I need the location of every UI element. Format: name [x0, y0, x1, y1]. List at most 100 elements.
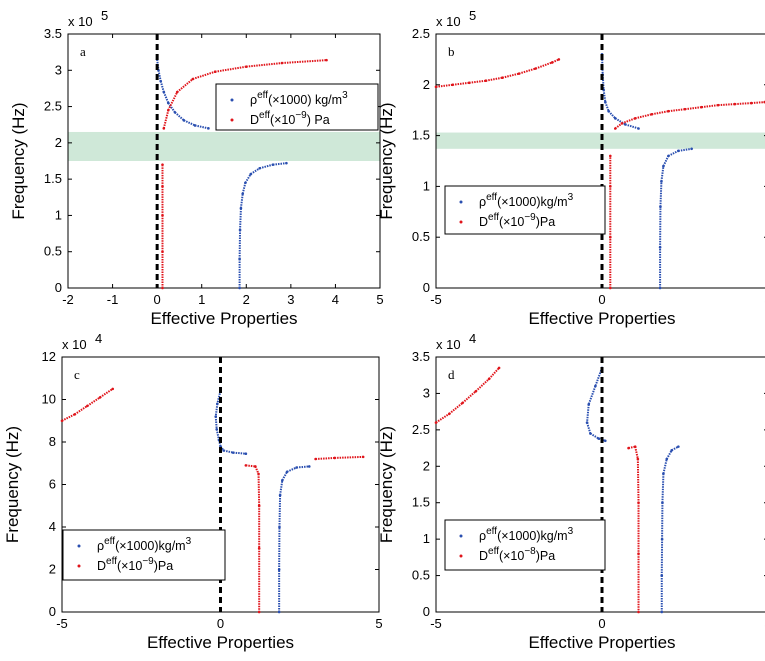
series-segment [241, 182, 247, 194]
x-axis-label: Effective Properties [147, 633, 294, 652]
y-multiplier: x 10 [436, 337, 461, 352]
legend-rho-symbol: ρ [97, 539, 104, 553]
y-tick-label: 0 [423, 604, 430, 619]
legend-D-exp: −8 [524, 546, 536, 557]
legend-D-unit: )Pa [154, 559, 174, 573]
series-segment [272, 162, 287, 166]
legend-D-marker [230, 118, 234, 122]
series-segment [469, 79, 486, 84]
series-segment [281, 59, 327, 65]
legend-rho-tail: (×1000)kg/m [497, 195, 568, 209]
series-segment [296, 465, 310, 469]
y-axis-label: Frequency (Hz) [3, 426, 22, 543]
y-tick-label: 0.5 [412, 568, 430, 583]
data-point [361, 455, 365, 459]
y-tick-label: 12 [42, 349, 56, 364]
legend-D-symbol: D [97, 559, 106, 573]
series-segment [215, 429, 220, 441]
series-segment [61, 413, 76, 422]
y-tick-label: 1.5 [44, 171, 62, 186]
series-segment [239, 193, 244, 209]
series-segment [587, 385, 597, 405]
series-segment [475, 378, 490, 392]
data-point [285, 161, 288, 165]
data-point [207, 127, 210, 130]
series-segment [701, 104, 719, 109]
series-segment [586, 422, 592, 434]
legend-rho-symbol: ρ [479, 529, 486, 543]
x-tick-label: -2 [62, 292, 74, 307]
series-segment [651, 110, 669, 116]
series-segment [614, 117, 626, 126]
legend-D-symbol: D [479, 215, 488, 229]
legend-rho-label: ρeff(×1000)kg/m3 [97, 536, 192, 553]
series-segment [665, 449, 673, 460]
series-segment [174, 111, 185, 122]
legend-D-unit: ) Pa [307, 113, 330, 127]
legend-rho-sup: eff [257, 90, 268, 101]
y-tick-label: 6 [49, 477, 56, 492]
y-tick-label: 10 [42, 392, 56, 407]
x-tick-label: 1 [198, 292, 205, 307]
x-tick-label: 0 [217, 616, 224, 631]
series-segment [448, 402, 464, 415]
series-rho [277, 465, 311, 614]
series-rho [214, 389, 248, 455]
series-D [434, 366, 501, 424]
data-point [690, 147, 693, 151]
series-segment [661, 473, 665, 503]
panel-letter: a [80, 44, 86, 59]
series-segment [162, 109, 170, 129]
series-segment [99, 388, 114, 399]
legend-D-unit: )Pa [536, 549, 556, 563]
y-tick-label: 0 [49, 604, 56, 619]
x-tick-label: 0 [154, 292, 161, 307]
legend-D-unit: )Pa [536, 215, 556, 229]
panel-letter: b [448, 44, 455, 59]
legend-D-exp: −9 [142, 556, 154, 567]
series-segment [502, 72, 520, 79]
series-segment [668, 108, 686, 113]
y-tick-label: 1.5 [412, 128, 430, 143]
series-segment [246, 62, 283, 68]
y-axis-label: Frequency (Hz) [9, 102, 28, 219]
series-segment [214, 403, 219, 417]
legend-rho-symbol: ρ [250, 93, 257, 107]
series-segment [488, 367, 500, 380]
x-tick-label: -5 [430, 292, 442, 307]
series-segment [718, 103, 735, 107]
y-tick-label: 2.5 [44, 99, 62, 114]
series-segment [634, 446, 639, 460]
legend-rho-tail: (×1000) kg/m [268, 93, 342, 107]
series-D [314, 455, 365, 461]
series-segment [157, 70, 162, 82]
legend-D-marker [459, 554, 463, 558]
axes-box [435, 356, 765, 613]
y-tick-label: 3 [423, 385, 430, 400]
series-D [162, 58, 328, 130]
legend-box [444, 185, 606, 235]
series-segment [233, 451, 246, 455]
y-tick-label: 1 [55, 207, 62, 222]
series-segment [614, 122, 623, 130]
series-rho [658, 147, 693, 290]
series-segment [281, 471, 288, 481]
series-segment [535, 61, 553, 70]
series-segment [518, 67, 536, 75]
series-segment [74, 405, 88, 416]
data-point [257, 610, 261, 614]
series-segment [250, 167, 261, 175]
y-tick-label: 4 [49, 519, 56, 534]
y-multiplier: x 10 [68, 14, 93, 29]
series-rho [155, 58, 210, 130]
series-segment [602, 89, 607, 103]
legend-rho-tail: (×1000)kg/m [497, 529, 568, 543]
series-segment [219, 445, 225, 452]
series-segment [662, 458, 668, 474]
series-segment [662, 155, 670, 167]
series-segment [589, 432, 600, 440]
